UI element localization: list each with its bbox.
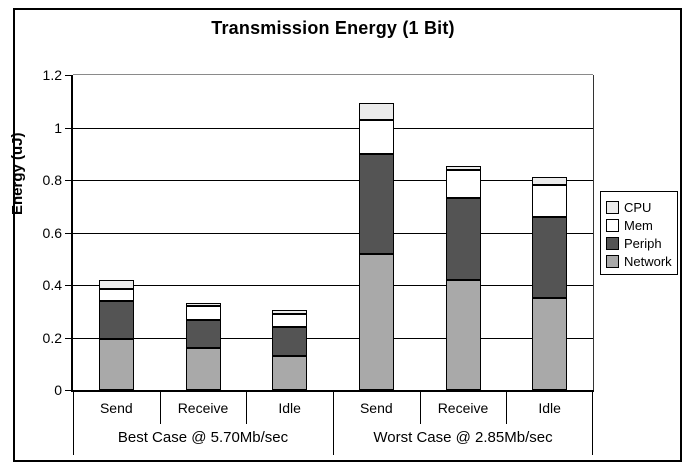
bar-segment-cpu-send-worst bbox=[358, 102, 394, 120]
bar-segment-periph-idle-best bbox=[272, 327, 308, 356]
plot-area bbox=[73, 75, 593, 390]
x-category-label: Send bbox=[359, 400, 393, 416]
legend: CPU Mem Periph Network bbox=[600, 191, 678, 275]
legend-label: Mem bbox=[624, 217, 653, 233]
gridline bbox=[73, 337, 593, 339]
gridline bbox=[73, 285, 593, 286]
bar-segment-periph-receive-best bbox=[185, 320, 221, 348]
gridline bbox=[73, 232, 593, 234]
x-category-label: Receive bbox=[177, 400, 229, 416]
bar-segment-cpu-receive-worst bbox=[445, 165, 481, 170]
y-tick-mark bbox=[65, 232, 71, 234]
bar-segment-mem-idle-best bbox=[272, 313, 308, 327]
bar-segment-network-idle-best bbox=[272, 355, 308, 390]
y-tick-mark bbox=[65, 180, 71, 181]
y-tick-mark bbox=[65, 75, 71, 76]
x-category-label: Receive bbox=[437, 400, 489, 416]
y-axis-line bbox=[71, 75, 73, 392]
x-category-label: Idle bbox=[278, 400, 301, 416]
bar-segment-mem-idle-worst bbox=[532, 185, 568, 217]
legend-item: CPU bbox=[606, 198, 677, 216]
x-category-label: Send bbox=[99, 400, 133, 416]
gridline bbox=[73, 180, 593, 181]
legend-label: Network bbox=[624, 253, 672, 269]
y-tick-mark bbox=[65, 127, 71, 129]
legend-swatch-network bbox=[606, 254, 619, 268]
plot-right-border bbox=[593, 75, 594, 390]
bar-segment-mem-send-worst bbox=[358, 119, 394, 154]
x-group-label: Best Case @ 5.70Mb/sec bbox=[117, 429, 289, 446]
bar-segment-network-idle-worst bbox=[532, 298, 568, 390]
legend-item: Periph bbox=[606, 234, 677, 252]
bar-segment-network-send-best bbox=[98, 338, 134, 390]
x-separator-major bbox=[592, 392, 593, 455]
y-axis-title: Energy (uJ) bbox=[9, 132, 26, 215]
bar-segment-mem-receive-best bbox=[185, 306, 221, 321]
y-tick-label: 0.8 bbox=[42, 172, 62, 188]
y-tick-mark bbox=[65, 285, 71, 286]
x-category-label: Idle bbox=[538, 400, 561, 416]
bar-segment-periph-send-worst bbox=[358, 153, 394, 254]
x-separator-minor bbox=[419, 392, 421, 424]
chart-title: Transmission Energy (1 Bit) bbox=[211, 18, 455, 38]
bar-segment-cpu-idle-worst bbox=[532, 177, 568, 186]
plot-top-border bbox=[73, 74, 593, 75]
y-tick-label: 1 bbox=[54, 119, 62, 136]
y-tick-mark bbox=[65, 337, 71, 339]
legend-swatch-cpu bbox=[606, 200, 619, 214]
bar-segment-cpu-send-best bbox=[98, 279, 134, 289]
bar-segment-mem-send-best bbox=[98, 288, 134, 301]
legend-item: Network bbox=[606, 252, 677, 270]
legend-item: Mem bbox=[606, 216, 677, 234]
x-separator-minor bbox=[506, 392, 508, 424]
x-separator-major bbox=[333, 392, 334, 455]
legend-swatch-mem bbox=[606, 218, 619, 232]
bar-segment-cpu-receive-best bbox=[185, 303, 221, 306]
y-tick-label: 0.2 bbox=[42, 329, 62, 346]
bar-segment-periph-idle-worst bbox=[532, 216, 568, 299]
x-separator-minor bbox=[246, 392, 248, 424]
bar-segment-network-send-worst bbox=[358, 253, 394, 390]
bar-segment-network-receive-worst bbox=[445, 279, 481, 390]
x-separator-minor bbox=[159, 392, 161, 424]
x-axis-labels: Send Receive Idle Send Receive Idle Best Case … bbox=[73, 392, 593, 455]
bar-segment-mem-receive-worst bbox=[445, 169, 481, 199]
x-group-label: Worst Case @ 2.85Mb/sec bbox=[373, 429, 553, 446]
y-tick-label: 0.6 bbox=[42, 224, 62, 241]
bar-segment-network-receive-best bbox=[185, 348, 221, 390]
legend-label: CPU bbox=[624, 199, 652, 215]
chart-frame bbox=[13, 8, 682, 462]
bar-segment-periph-send-best bbox=[98, 300, 134, 339]
bar-segment-cpu-idle-best bbox=[272, 309, 308, 314]
bar-segment-periph-receive-worst bbox=[445, 198, 481, 280]
y-tick-label: 1.2 bbox=[42, 67, 62, 83]
y-tick-label: 0 bbox=[54, 382, 62, 398]
y-tick-label: 0.4 bbox=[42, 277, 62, 293]
y-tick-mark bbox=[65, 390, 71, 391]
x-axis-line bbox=[71, 390, 594, 392]
legend-swatch-periph bbox=[606, 236, 619, 250]
gridline bbox=[73, 127, 593, 129]
x-separator-major bbox=[73, 392, 74, 455]
legend-label: Periph bbox=[624, 235, 662, 251]
